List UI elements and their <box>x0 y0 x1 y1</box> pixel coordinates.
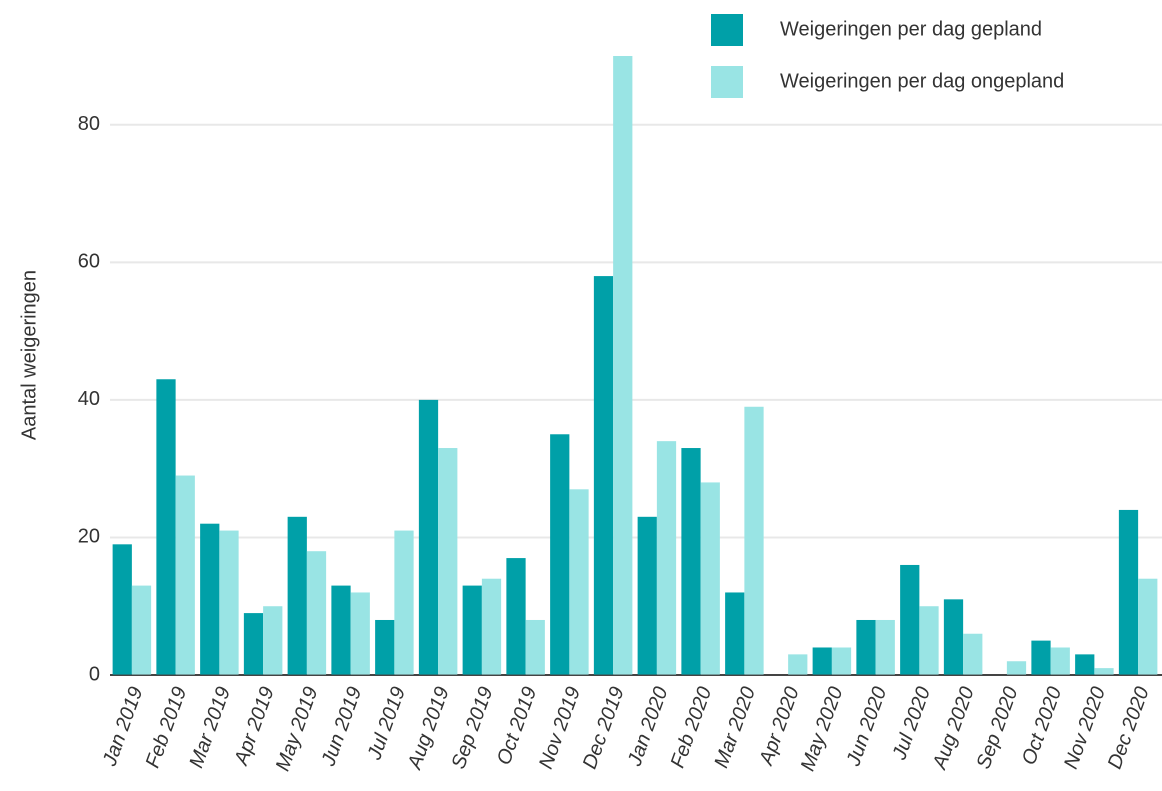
bar <box>175 475 195 675</box>
bar <box>1138 578 1158 675</box>
bar <box>875 619 895 675</box>
x-tick-label: Nov 2019 <box>535 684 585 772</box>
x-tick-label: Aug 2020 <box>928 684 978 773</box>
x-tick-label: Oct 2019 <box>493 684 541 768</box>
y-tick-label: 80 <box>78 113 100 135</box>
bar <box>525 619 545 675</box>
bar <box>831 647 852 675</box>
x-tick-label: Sep 2019 <box>448 684 498 772</box>
bar <box>481 578 502 675</box>
legend-label: Weigeringen per dag ongepland <box>780 70 1064 92</box>
x-tick-label: Feb 2020 <box>667 684 717 771</box>
x-tick-label: Nov 2020 <box>1060 684 1110 772</box>
x-tick-label: Jul 2020 <box>888 684 935 764</box>
bar <box>943 599 964 675</box>
y-tick-label: 0 <box>89 663 100 685</box>
x-tick-label: Apr 2019 <box>230 684 279 769</box>
bar <box>350 592 370 675</box>
x-tick-label: Feb 2019 <box>142 684 192 771</box>
bar <box>681 448 701 675</box>
x-tick-label: Jan 2019 <box>98 684 147 770</box>
bar <box>131 585 152 675</box>
bar <box>1006 661 1027 675</box>
bar <box>1031 640 1051 675</box>
legend-label: Weigeringen per dag gepland <box>780 18 1042 40</box>
bar <box>462 585 482 675</box>
y-tick-label: 60 <box>78 251 100 273</box>
x-tick-label: Aug 2019 <box>403 684 453 773</box>
bar <box>219 530 239 675</box>
x-tick-label: Jun 2019 <box>317 684 366 770</box>
bar <box>744 406 764 675</box>
bar <box>287 516 307 675</box>
x-tick-label: May 2019 <box>272 684 323 774</box>
bar <box>506 558 526 675</box>
legend-swatch <box>711 66 743 98</box>
bar <box>1094 668 1114 675</box>
bar <box>394 530 414 675</box>
x-tick-label: Jul 2019 <box>363 684 410 764</box>
bar <box>438 448 458 675</box>
bar <box>700 482 720 675</box>
bar <box>375 619 395 675</box>
x-tick-label: Apr 2020 <box>755 684 804 769</box>
bar <box>963 633 983 675</box>
bar <box>613 56 633 675</box>
bar <box>637 516 657 675</box>
x-tick-label: May 2020 <box>797 684 848 774</box>
bar <box>900 564 920 675</box>
bar <box>1075 654 1095 675</box>
bar <box>156 379 176 675</box>
x-tick-label: Sep 2020 <box>973 684 1023 772</box>
x-tick-label: Oct 2020 <box>1018 684 1066 768</box>
y-tick-label: 40 <box>78 388 100 410</box>
x-tick-label: Dec 2020 <box>1104 684 1154 772</box>
x-tick-label: Jan 2020 <box>623 684 672 770</box>
bar <box>418 399 439 675</box>
x-tick-label: Mar 2020 <box>710 684 760 771</box>
bar <box>243 613 264 675</box>
bar <box>856 619 876 675</box>
y-tick-label: 20 <box>78 526 100 548</box>
bar <box>919 606 939 675</box>
x-tick-label: Jun 2020 <box>842 684 891 770</box>
bar <box>550 434 570 675</box>
bar <box>1118 509 1139 675</box>
bar <box>593 276 614 675</box>
legend-swatch <box>711 14 743 46</box>
bar <box>788 654 808 675</box>
y-axis-label: Aantal weigeringen <box>18 270 40 440</box>
x-tick-label: Mar 2019 <box>185 684 235 771</box>
bar <box>200 523 220 675</box>
bar <box>1050 647 1070 675</box>
bar <box>112 544 132 675</box>
bar <box>263 606 283 675</box>
bar <box>725 592 745 675</box>
bar <box>331 585 351 675</box>
bar <box>306 551 327 675</box>
bar <box>569 489 589 675</box>
x-tick-label: Dec 2019 <box>579 684 629 772</box>
bar <box>656 441 677 675</box>
bar <box>812 647 832 675</box>
